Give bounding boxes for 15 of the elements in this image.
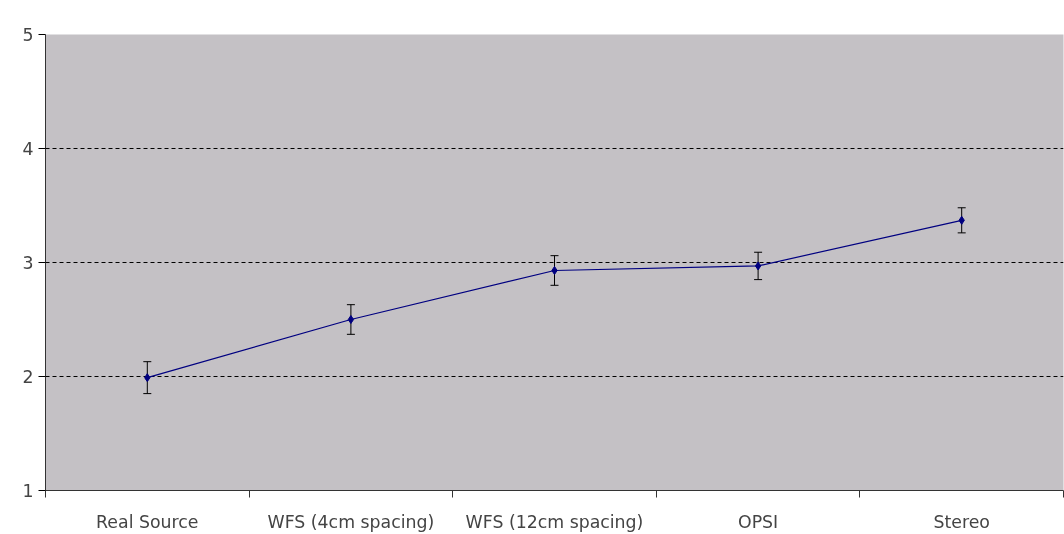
- point: [347, 315, 355, 324]
- point: [144, 373, 151, 383]
- x-tick-label: OPSI: [738, 511, 779, 532]
- y-tick-label: 1: [22, 481, 34, 501]
- y-tick-label: 2: [22, 367, 34, 387]
- y-tick-label: 4: [22, 139, 34, 159]
- x-tick-label: WFS (12cm spacing): [465, 511, 644, 532]
- point: [958, 215, 965, 225]
- x-tick-label: Stereo: [933, 511, 990, 532]
- y-tick-label: 3: [22, 253, 34, 273]
- x-tick-label: Real Source: [96, 511, 199, 532]
- point: [551, 265, 558, 275]
- y-tick-label: 5: [22, 25, 34, 45]
- x-tick-label: WFS (4cm spacing): [267, 511, 435, 532]
- point: [754, 261, 762, 271]
